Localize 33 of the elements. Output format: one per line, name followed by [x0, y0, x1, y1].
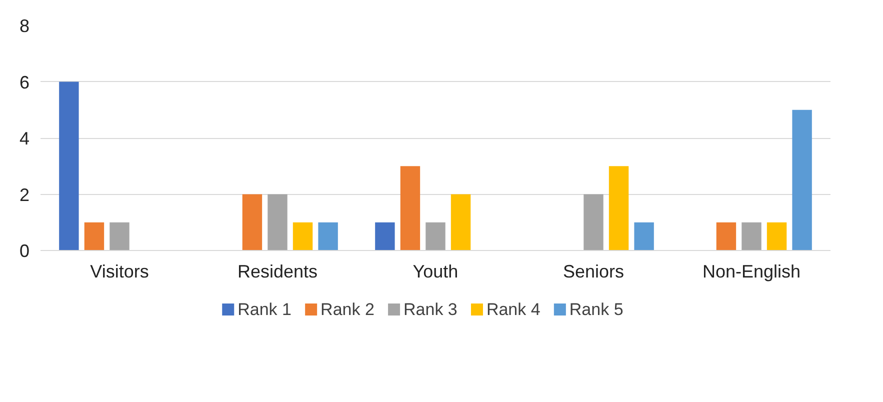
legend-label: Rank 3 — [404, 300, 458, 319]
legend-label: Rank 1 — [238, 300, 292, 319]
bar — [742, 222, 762, 250]
bar — [792, 110, 812, 250]
y-tick-label: 2 — [19, 184, 30, 205]
bar — [292, 222, 313, 250]
bar — [84, 222, 104, 250]
bar — [400, 166, 420, 250]
bar — [375, 222, 395, 250]
legend-label: Rank 4 — [486, 300, 540, 319]
x-tick-label: Non-English — [702, 262, 801, 282]
bar — [110, 222, 130, 250]
y-tick-label: 0 — [19, 241, 30, 261]
bar — [716, 222, 736, 250]
bar — [268, 194, 288, 250]
y-tick-label: 6 — [19, 72, 30, 92]
y-tick-label: 4 — [19, 128, 30, 148]
bar — [318, 222, 338, 250]
x-tick-label: Seniors — [562, 262, 624, 282]
bar — [584, 194, 604, 250]
legend-label: Rank 5 — [569, 300, 624, 319]
bar — [450, 194, 471, 250]
bar — [608, 166, 629, 250]
legend-label: Rank 2 — [320, 300, 374, 319]
bar — [634, 222, 654, 250]
y-tick-label: 8 — [19, 16, 30, 36]
bar — [242, 194, 262, 250]
x-tick-label: Visitors — [90, 262, 149, 282]
x-tick-label: Residents — [237, 262, 318, 282]
bar — [59, 82, 79, 250]
x-tick-label: Youth — [412, 262, 458, 282]
bar — [766, 222, 787, 250]
bar — [426, 222, 446, 250]
